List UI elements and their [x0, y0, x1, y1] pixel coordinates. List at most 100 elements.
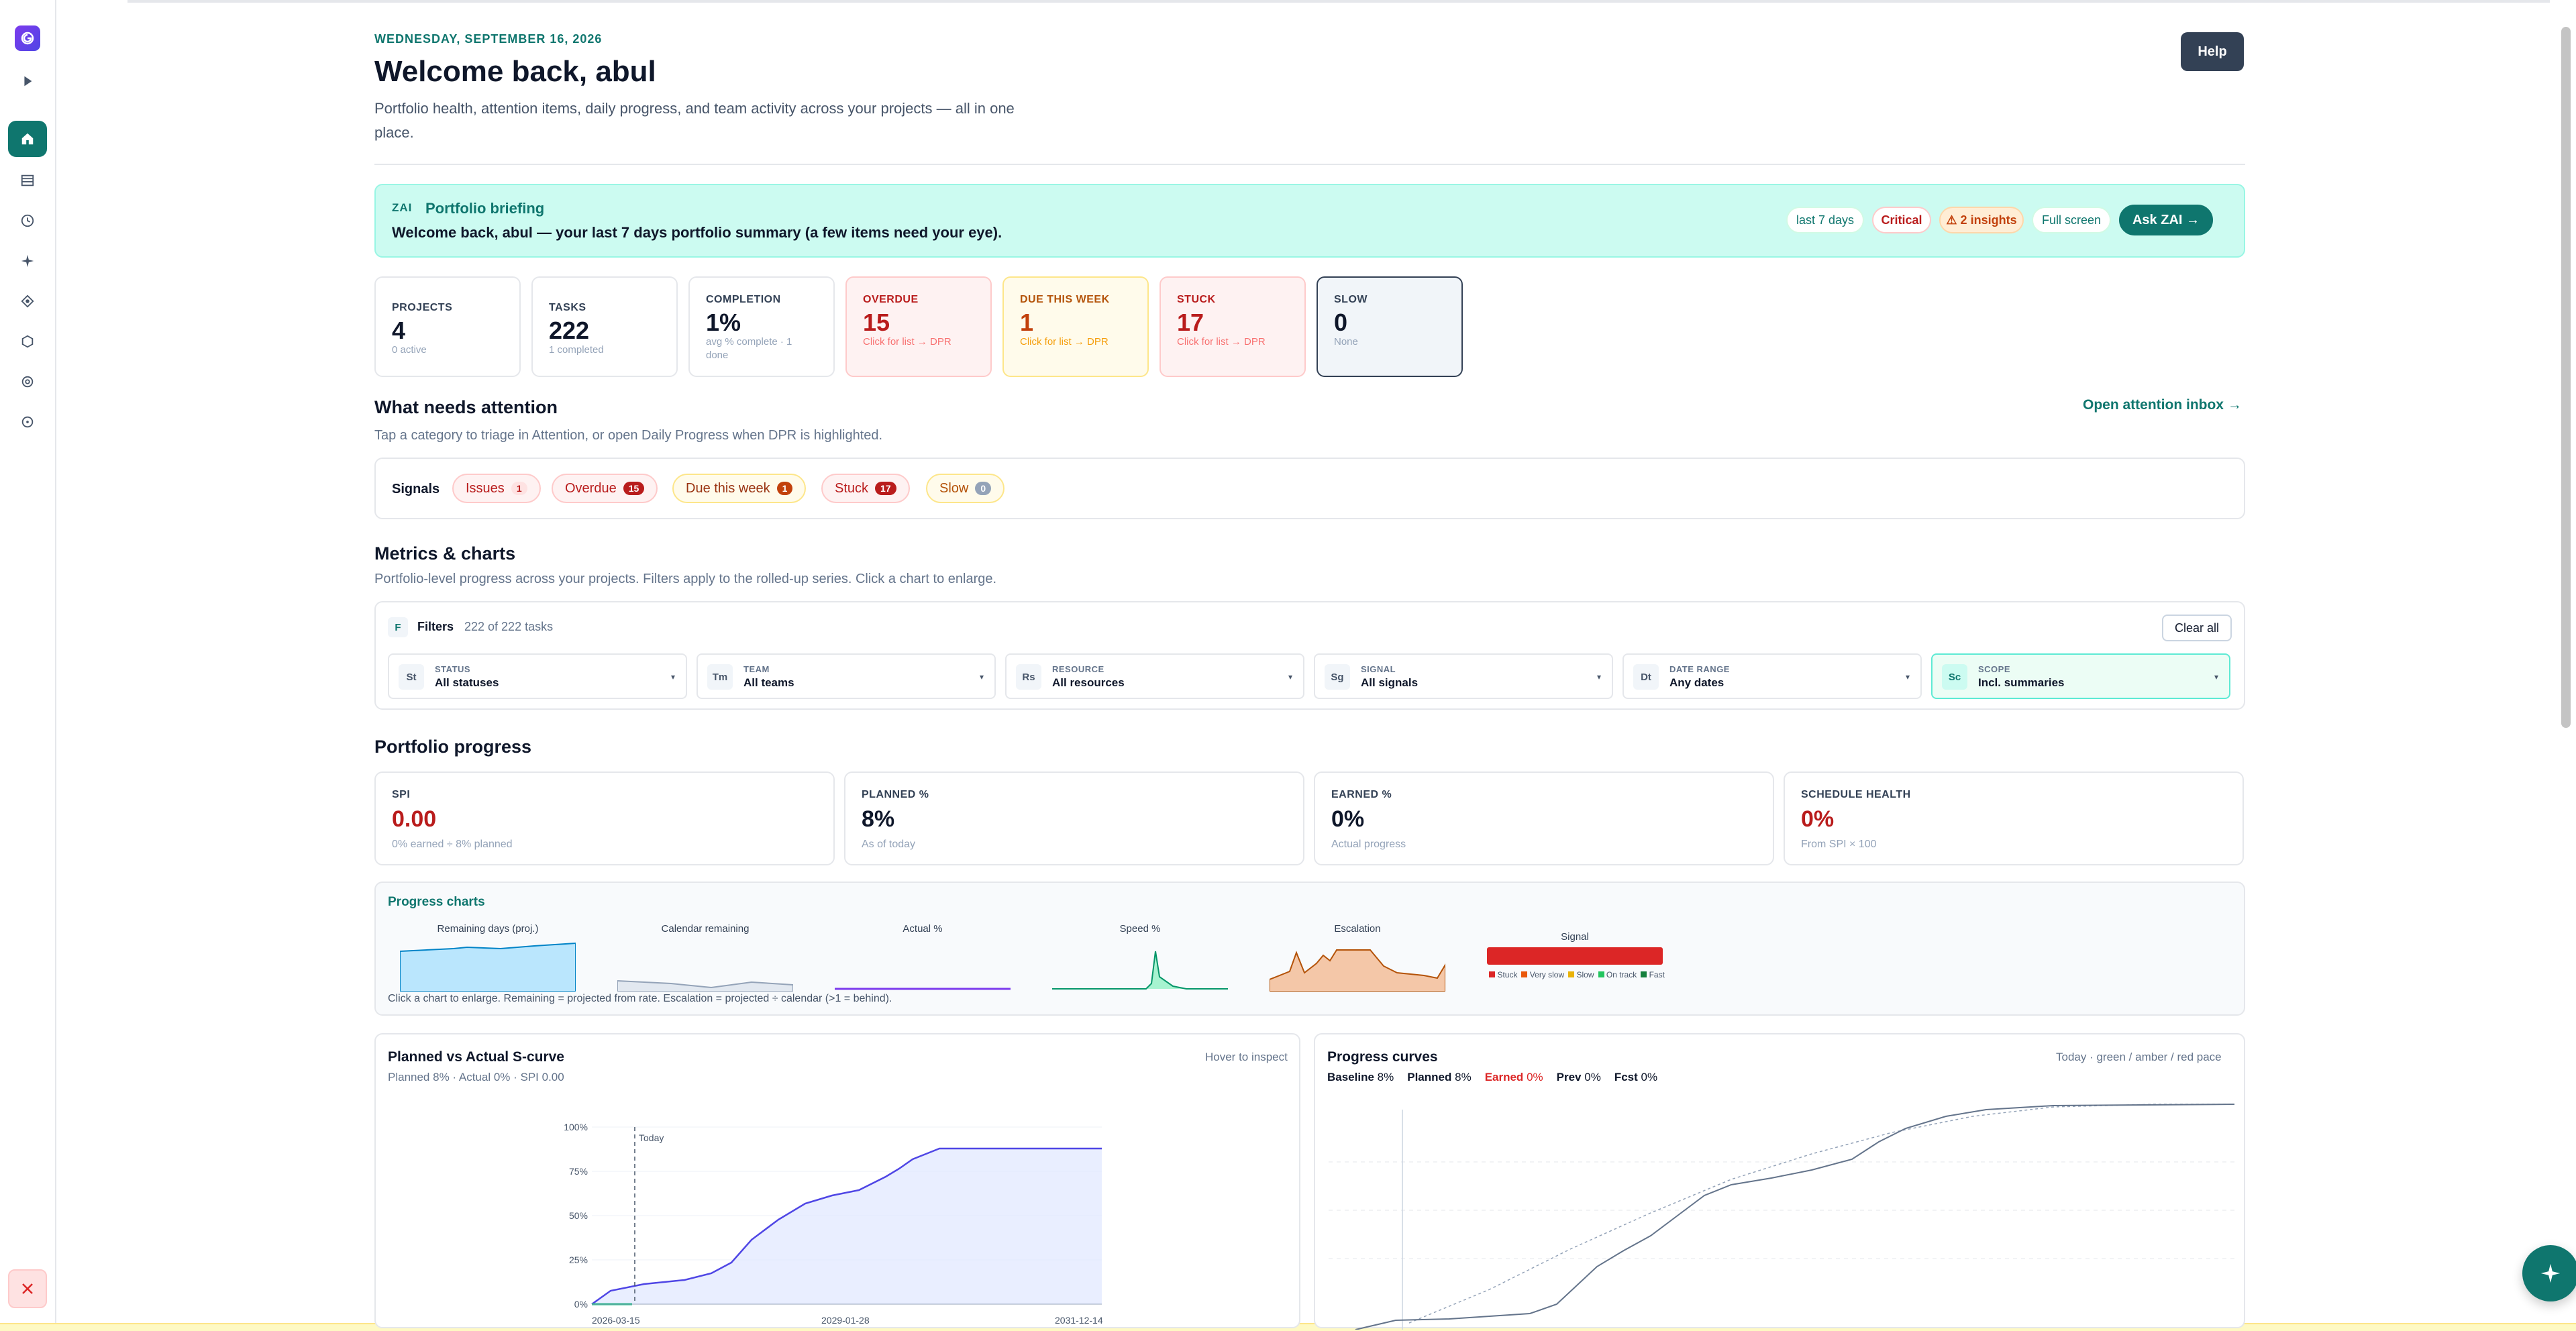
insights-pill[interactable]: ⚠ 2 insights — [1939, 207, 2024, 233]
chip-stuck[interactable]: Stuck 17 — [821, 474, 910, 503]
x-tick: 2031-12-14 — [1055, 1315, 1103, 1326]
attention-inbox-link[interactable]: Open attention inbox → — [2083, 397, 2242, 413]
page-scrollbar[interactable] — [2561, 27, 2571, 728]
kpi-completion-card[interactable]: COMPLETION 1% avg % complete · 1 done — [688, 276, 835, 377]
attention-subtitle: Tap a category to triage in Attention, o… — [374, 428, 883, 443]
resource-select[interactable]: Rs RESOURCE All resources ▾ — [1005, 653, 1304, 699]
gear-icon[interactable] — [8, 404, 47, 440]
y-tick: 25% — [568, 1255, 588, 1265]
chip-due-this-week[interactable]: Due this week 1 — [672, 474, 807, 503]
chip-label: Issues — [466, 480, 505, 496]
ask-zai-button[interactable]: Ask ZAI → — [2119, 205, 2213, 235]
signal-chart[interactable]: Signal Stuck Very slow Slow On track Fas… — [1487, 923, 1665, 992]
select-label: SCOPE — [1978, 664, 2011, 674]
spark-title: Speed % — [1119, 923, 1161, 935]
close-icon[interactable] — [8, 1269, 47, 1308]
scope-select[interactable]: Sc SCOPE Incl. summaries ▾ — [1931, 653, 2230, 699]
spark-graphic — [400, 942, 576, 992]
kpi-label: STUCK — [1177, 294, 1216, 305]
page-subtitle: Portfolio health, attention items, daily… — [374, 100, 1015, 141]
legend-very-slow: Very slow — [1521, 970, 1564, 979]
diamond-icon[interactable] — [8, 283, 47, 319]
chevron-down-icon: ▾ — [670, 672, 675, 682]
progress-curves-title: Progress curves — [1327, 1049, 1438, 1065]
expand-sidebar-icon[interactable] — [8, 63, 47, 99]
metric-sub: 0% earned ÷ 8% planned — [392, 839, 513, 850]
metric-value: 0% — [1331, 806, 1365, 832]
speed-percent-chart[interactable]: Speed % — [1052, 923, 1228, 992]
signal-select[interactable]: Sg SIGNAL All signals ▾ — [1314, 653, 1613, 699]
metrics-title: Metrics & charts — [374, 543, 516, 564]
s-curve-title: Planned vs Actual S-curve — [388, 1049, 564, 1065]
remaining-days-chart[interactable]: Remaining days (proj.) — [400, 923, 576, 992]
calendar-remaining-chart[interactable]: Calendar remaining — [617, 923, 793, 992]
s-curve-hint: Hover to inspect — [1205, 1051, 1288, 1063]
progress-title: Portfolio progress — [374, 737, 532, 757]
select-label: STATUS — [435, 664, 471, 674]
clock-icon[interactable] — [8, 203, 47, 239]
settings-icon[interactable] — [8, 364, 47, 400]
range-pill[interactable]: last 7 days — [1786, 207, 1864, 233]
legend-fast: Fast — [1641, 970, 1665, 979]
s-curve-card[interactable]: Planned vs Actual S-curve Planned 8% · A… — [374, 1033, 1300, 1328]
kpi-sub: None — [1334, 336, 1358, 348]
chevron-down-icon: ▾ — [1905, 672, 1910, 682]
actual-percent-chart[interactable]: Actual % — [835, 923, 1011, 992]
kpi-slow-card[interactable]: SLOW 0 None — [1317, 276, 1463, 377]
y-tick: 75% — [568, 1166, 588, 1177]
status-select[interactable]: St STATUS All statuses ▾ — [388, 653, 687, 699]
severity-pill[interactable]: Critical — [1872, 207, 1931, 233]
chip-count: 1 — [511, 482, 527, 495]
kpi-projects-card[interactable]: PROJECTS 4 0 active — [374, 276, 521, 377]
select-abbr: Tm — [707, 664, 733, 690]
fullscreen-pill[interactable]: Full screen — [2032, 207, 2111, 233]
kpi-label: DUE THIS WEEK — [1020, 294, 1110, 305]
filters-count: 222 of 222 tasks — [464, 620, 554, 633]
clear-all-button[interactable]: Clear all — [2162, 615, 2232, 641]
kpi-label: SLOW — [1334, 294, 1368, 305]
kpi-label: PROJECTS — [392, 302, 453, 313]
signal-bar — [1487, 947, 1663, 965]
kpi-sub: 0 active — [392, 344, 427, 356]
app-logo-icon[interactable] — [15, 25, 40, 51]
date-range-select[interactable]: Dt DATE RANGE Any dates ▾ — [1622, 653, 1922, 699]
team-select[interactable]: Tm TEAM All teams ▾ — [697, 653, 996, 699]
hexagon-icon[interactable] — [8, 323, 47, 360]
chip-issues[interactable]: Issues 1 — [452, 474, 541, 503]
zai-tag: ZAI — [392, 201, 413, 214]
schedule-health-card[interactable]: SCHEDULE HEALTH 0% From SPI × 100 — [1784, 771, 2244, 865]
kpi-due-this-week-card[interactable]: DUE THIS WEEK 1 Click for list → DPR — [1002, 276, 1149, 377]
x-tick: 2026-03-15 — [592, 1315, 640, 1326]
sidebar — [0, 0, 56, 1331]
metric-sub: As of today — [862, 839, 916, 850]
kpi-overdue-card[interactable]: OVERDUE 15 Click for list → DPR — [845, 276, 992, 377]
kpi-stuck-card[interactable]: STUCK 17 Click for list → DPR — [1160, 276, 1306, 377]
earned-card[interactable]: EARNED % 0% Actual progress — [1314, 771, 1774, 865]
kpi-value: 15 — [863, 309, 890, 336]
y-tick: 50% — [568, 1210, 588, 1221]
kpi-sub: Click for list → DPR — [1177, 336, 1266, 348]
ai-assistant-button[interactable] — [2522, 1245, 2576, 1301]
sparkle-icon[interactable] — [8, 243, 47, 279]
spi-card[interactable]: SPI 0.00 0% earned ÷ 8% planned — [374, 771, 835, 865]
spark-graphic — [617, 979, 793, 992]
progress-curves-graphic — [1329, 1104, 2235, 1330]
progress-curves-card[interactable]: Progress curves Today · green / amber / … — [1314, 1033, 2245, 1330]
chip-slow[interactable]: Slow 0 — [926, 474, 1005, 503]
chip-overdue[interactable]: Overdue 15 — [552, 474, 658, 503]
legend-prev: Prev 0% — [1556, 1071, 1601, 1083]
chevron-down-icon: ▾ — [1596, 672, 1601, 682]
kpi-value: 1 — [1020, 309, 1034, 336]
planned-card[interactable]: PLANNED % 8% As of today — [844, 771, 1304, 865]
select-abbr: Sg — [1325, 664, 1350, 690]
kpi-tasks-card[interactable]: TASKS 222 1 completed — [531, 276, 678, 377]
spark-graphic — [1052, 951, 1228, 990]
kpi-value: 1% — [706, 309, 741, 336]
help-button[interactable]: Help — [2181, 32, 2244, 71]
filters-panel: F Filters 222 of 222 tasks Clear all St … — [374, 601, 2245, 710]
chevron-down-icon: ▾ — [1288, 672, 1292, 682]
table-icon[interactable] — [8, 162, 47, 199]
escalation-chart[interactable]: Escalation — [1270, 923, 1445, 992]
home-icon[interactable] — [8, 121, 47, 157]
chevron-down-icon: ▾ — [2214, 672, 2218, 682]
